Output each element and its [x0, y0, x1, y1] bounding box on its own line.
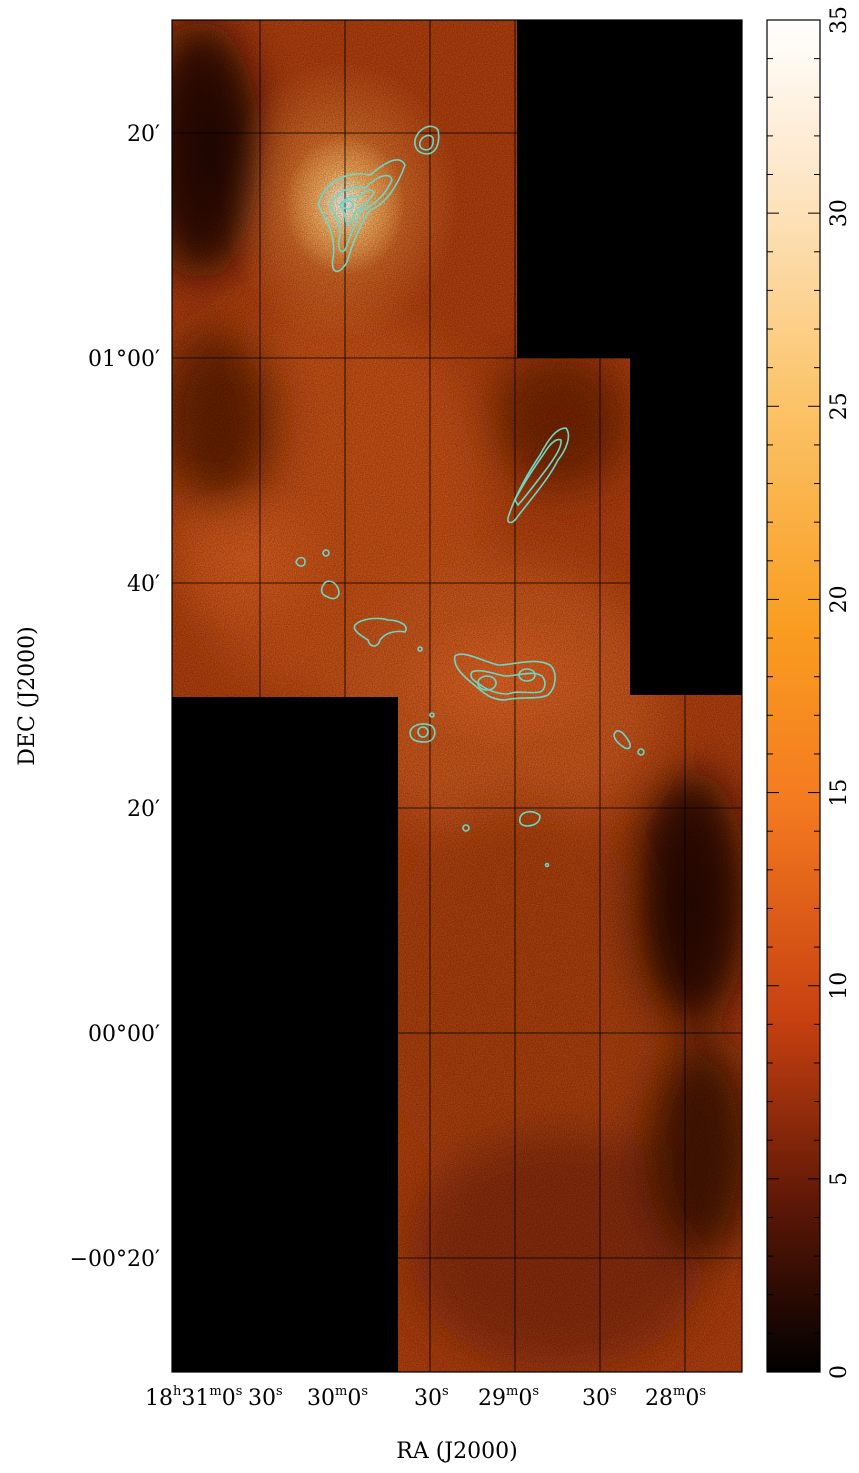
x-tick-label: 30s	[248, 1384, 283, 1411]
colorbar-label: 0	[827, 1365, 852, 1379]
y-tick-label: 00°00′	[88, 1022, 160, 1047]
x-tick-label: 29m0s	[478, 1384, 539, 1411]
y-tick-label: 01°00′	[88, 347, 160, 372]
contours	[295, 125, 645, 868]
colorbar-label: 10	[827, 972, 852, 1000]
colorbar-labels: 0 5 10 15 20 25 30 35	[827, 6, 852, 1379]
colorbar-label: 15	[827, 779, 852, 807]
x-tick-label: 28m0s	[645, 1384, 706, 1411]
y-tick-label: −00°20′	[70, 1247, 160, 1272]
x-tick-label: 30m0s	[307, 1384, 368, 1411]
y-axis: 20′ 01°00′ 40′ 20′ 00°00′ −00°20′ DEC (J…	[15, 122, 160, 1272]
colorbar-label: 20	[827, 585, 852, 613]
colorbar-label: 5	[827, 1172, 852, 1186]
y-axis-label: DEC (J2000)	[15, 626, 40, 766]
y-tick-label: 20′	[127, 122, 160, 147]
colorbar-label: 25	[827, 392, 852, 420]
colorbar-ticks	[767, 19, 820, 1373]
x-tick-label: 30s	[582, 1384, 617, 1411]
x-axis-label: RA (J2000)	[396, 1439, 517, 1464]
y-tick-label: 20′	[127, 797, 160, 822]
x-tick-label: 18h31m0s	[145, 1384, 242, 1411]
colorbar-label: 35	[827, 6, 852, 34]
colorbar-ramp	[766, 19, 821, 1373]
colorbar-label: 30	[827, 199, 852, 227]
x-axis: 18h31m0s 30s 30m0s 30s 29m0s 30s 28m0s R…	[145, 1384, 706, 1464]
y-tick-label: 40′	[127, 572, 160, 597]
x-tick-label: 30s	[414, 1384, 449, 1411]
colorbar: 0 5 10 15 20 25 30 35	[766, 6, 852, 1379]
